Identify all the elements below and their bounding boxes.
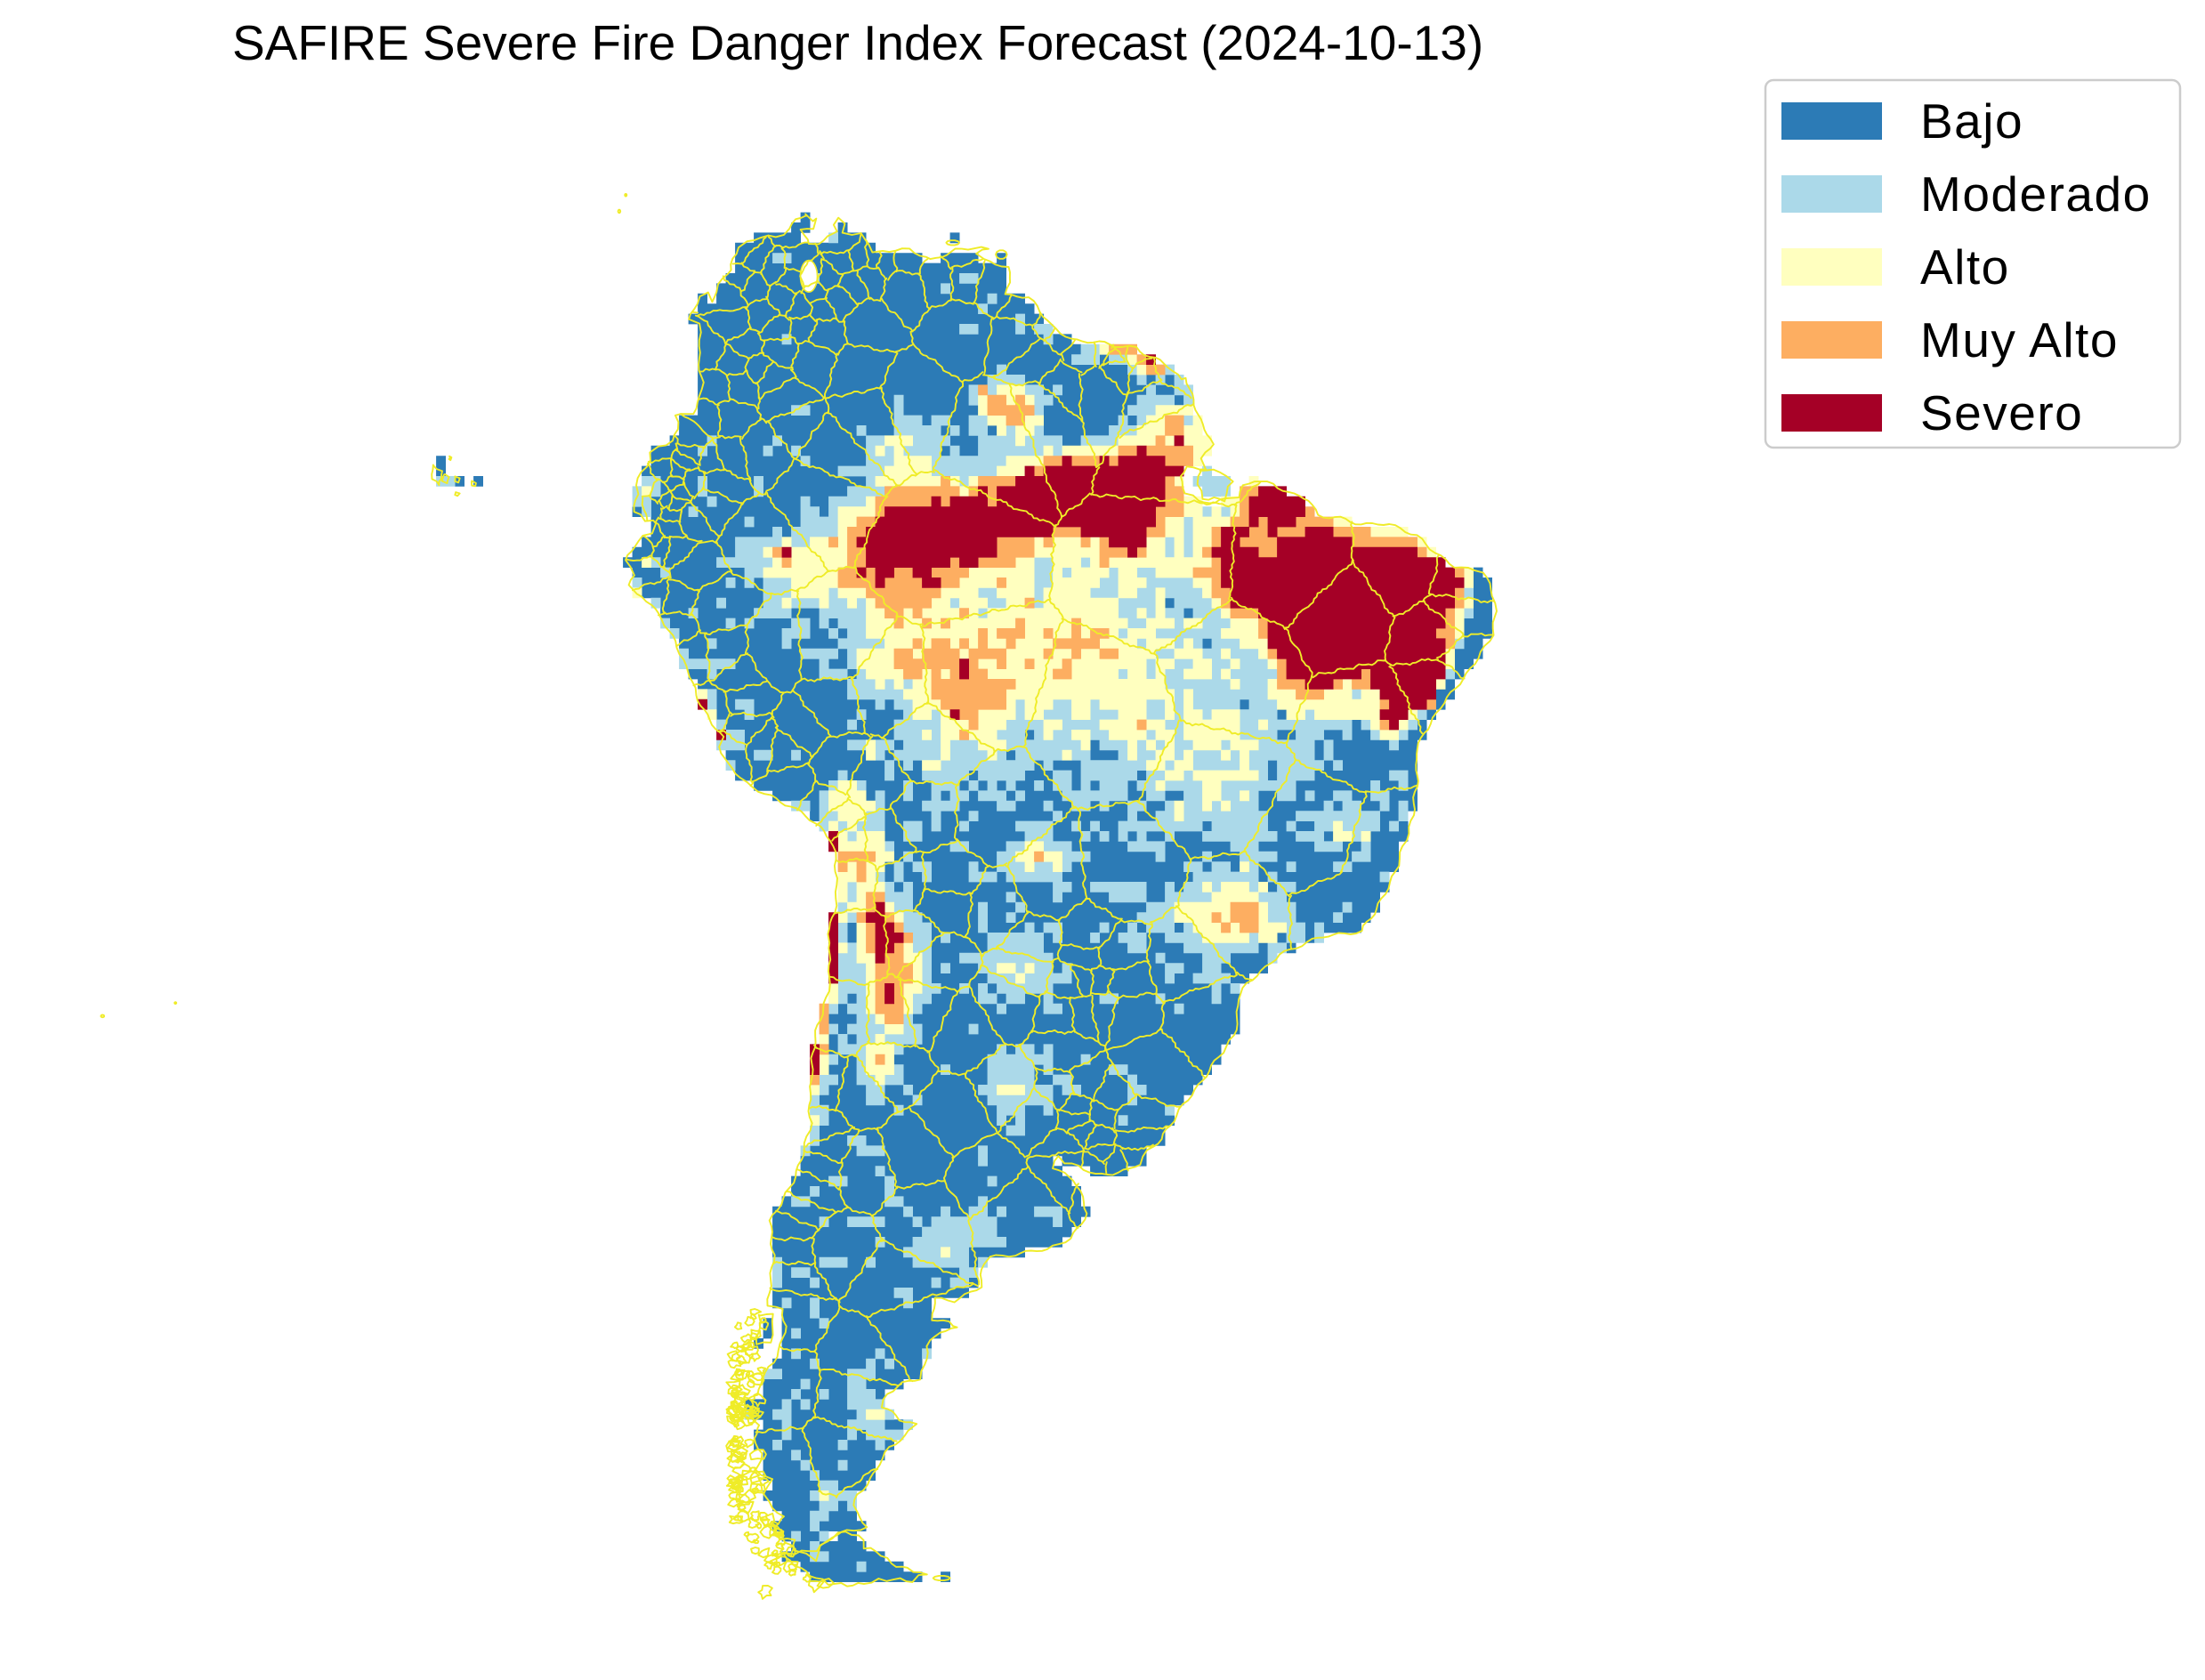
svg-text:Bajo: Bajo — [1920, 93, 2023, 149]
svg-text:SAFIRE Severe Fire Danger Inde: SAFIRE Severe Fire Danger Index Forecast… — [232, 15, 1483, 70]
svg-text:Alto: Alto — [1920, 239, 2010, 295]
svg-text:Severo: Severo — [1920, 385, 2083, 440]
svg-text:Moderado: Moderado — [1920, 166, 2152, 222]
svg-text:Muy Alto: Muy Alto — [1920, 312, 2119, 368]
